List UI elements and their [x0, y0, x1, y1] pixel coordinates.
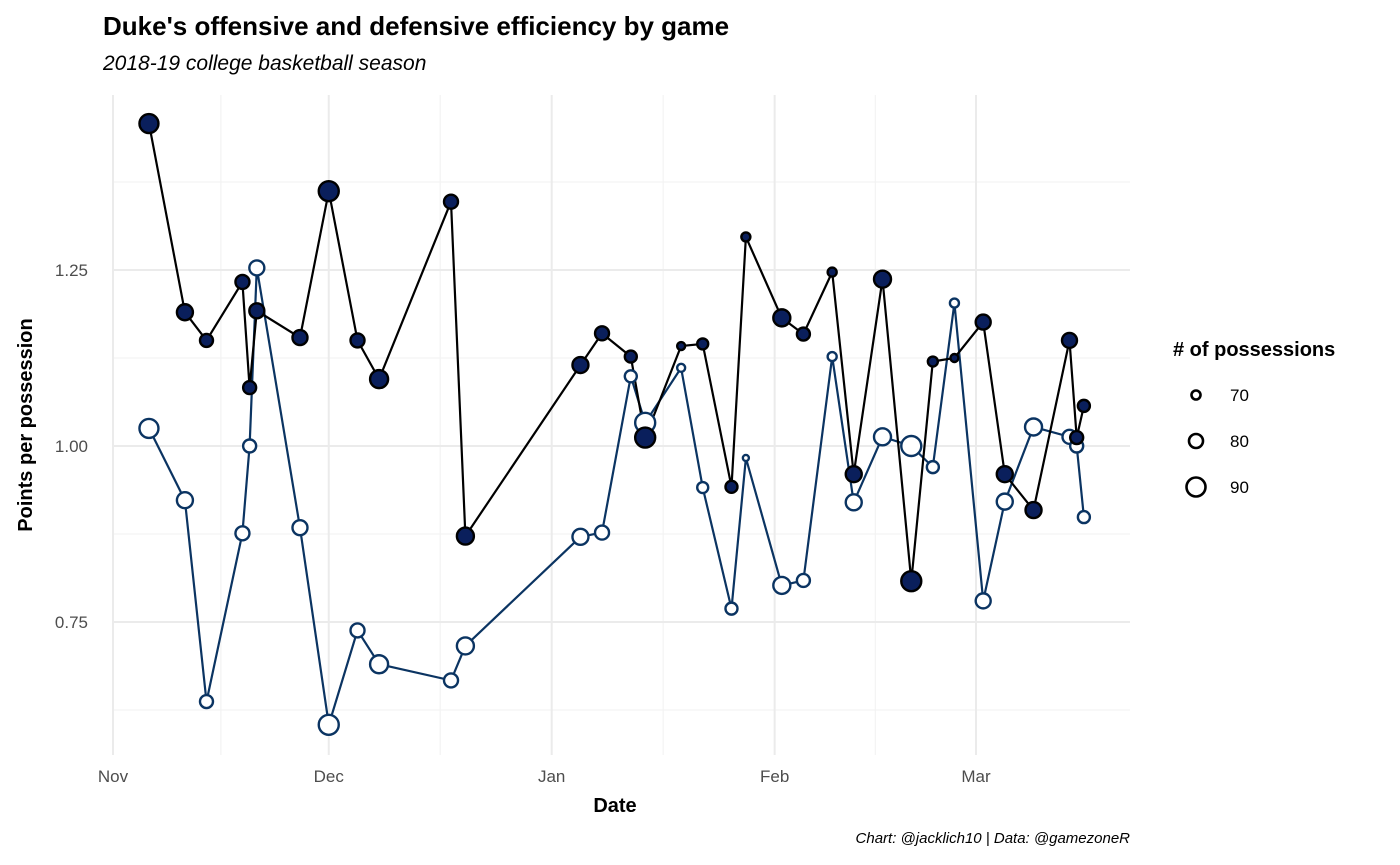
- offense-point: [241, 379, 258, 396]
- x-tick-label: Dec: [314, 767, 345, 786]
- x-tick-labels: Nov Dec Jan Feb Mar: [98, 767, 991, 786]
- legend-key-circle: [1190, 389, 1202, 401]
- defense-point: [571, 527, 590, 547]
- legend-key-circle: [1185, 476, 1207, 498]
- defense-point: [442, 672, 460, 689]
- defense-point: [593, 524, 611, 541]
- x-tick-label: Jan: [538, 767, 565, 786]
- offense-point: [696, 337, 710, 351]
- legend: # of possessions 70 80 90: [1173, 339, 1335, 498]
- defense-point: [872, 427, 893, 447]
- defense-point: [948, 297, 961, 309]
- defense-point: [175, 491, 195, 510]
- legend-label: 80: [1230, 432, 1249, 451]
- offense-point: [1068, 429, 1085, 446]
- offense-point: [248, 302, 266, 320]
- offense-point: [795, 326, 812, 342]
- offense-point: [138, 112, 160, 135]
- offense-point: [995, 464, 1014, 484]
- offense-point: [974, 313, 992, 331]
- x-tick-label: Mar: [961, 767, 991, 786]
- defense-point: [974, 592, 992, 610]
- defense-point: [675, 362, 687, 374]
- defense-point: [772, 575, 792, 596]
- grid-lines: [112, 95, 1130, 755]
- legend-label: 90: [1230, 478, 1249, 497]
- defense-point: [248, 259, 266, 277]
- offense-point: [1076, 398, 1092, 414]
- legend-label: 70: [1230, 386, 1249, 405]
- offense-point: [724, 479, 739, 495]
- offense-point: [1024, 500, 1043, 520]
- offense-point: [349, 332, 366, 349]
- offense-point: [872, 269, 893, 289]
- offense-point: [623, 349, 638, 364]
- offense-point: [317, 179, 340, 203]
- defense-point: [241, 438, 258, 454]
- defense-point: [349, 622, 366, 639]
- offense-line: [147, 123, 1085, 582]
- offense-point: [740, 231, 752, 243]
- y-tick-label: 1.00: [55, 437, 88, 456]
- offense-point: [368, 368, 390, 390]
- offense-point: [593, 325, 611, 342]
- defense-point: [317, 713, 340, 736]
- y-axis-title: Points per possession: [15, 318, 37, 531]
- defense-point: [198, 693, 215, 710]
- x-tick-label: Feb: [760, 767, 789, 786]
- defense-point: [795, 572, 812, 589]
- offense-point: [198, 332, 215, 349]
- defense-point: [995, 492, 1014, 511]
- offense-point: [571, 355, 590, 375]
- defense-point: [844, 493, 863, 512]
- defense-point: [724, 601, 739, 616]
- offense-point: [442, 193, 460, 210]
- defense-line: [148, 267, 1085, 726]
- defense-point: [741, 453, 751, 463]
- offense-point: [844, 464, 863, 484]
- defense-point: [925, 459, 941, 475]
- offense-point: [455, 526, 476, 546]
- legend-title: # of possessions: [1173, 339, 1335, 361]
- chart-subtitle: 2018-19 college basketball season: [103, 52, 427, 75]
- defense-point: [368, 654, 390, 675]
- defense-point: [1023, 417, 1044, 437]
- series-lines: [147, 123, 1085, 726]
- defense-point: [455, 636, 476, 656]
- offense-point: [675, 340, 687, 352]
- offense-point: [900, 569, 923, 593]
- defense-point: [138, 417, 160, 440]
- offense-point: [633, 426, 657, 449]
- series-points: [138, 112, 1092, 736]
- defense-point: [291, 518, 309, 537]
- offense-point: [291, 328, 309, 347]
- y-tick-labels: 0.75 1.00 1.25: [55, 261, 88, 632]
- defense-point: [623, 369, 638, 384]
- offense-point: [772, 308, 792, 328]
- offense-point: [826, 266, 838, 278]
- x-tick-label: Nov: [98, 767, 129, 786]
- defense-point: [1076, 509, 1092, 525]
- offense-point: [926, 355, 940, 368]
- legend-key-circle: [1187, 432, 1205, 450]
- x-axis-title: Date: [593, 795, 636, 817]
- defense-point: [900, 434, 923, 458]
- offense-point: [175, 303, 195, 322]
- defense-point: [696, 480, 710, 495]
- y-tick-label: 0.75: [55, 613, 88, 632]
- chart-caption: Chart: @jacklich10 | Data: @gamezoneR: [855, 830, 1130, 847]
- offense-point: [234, 273, 251, 291]
- y-tick-label: 1.25: [55, 261, 88, 280]
- offense-point: [1060, 331, 1079, 350]
- offense-point: [949, 352, 960, 364]
- chart-title: Duke's offensive and defensive efficienc…: [103, 11, 730, 41]
- defense-point: [234, 525, 251, 542]
- defense-point: [826, 350, 838, 363]
